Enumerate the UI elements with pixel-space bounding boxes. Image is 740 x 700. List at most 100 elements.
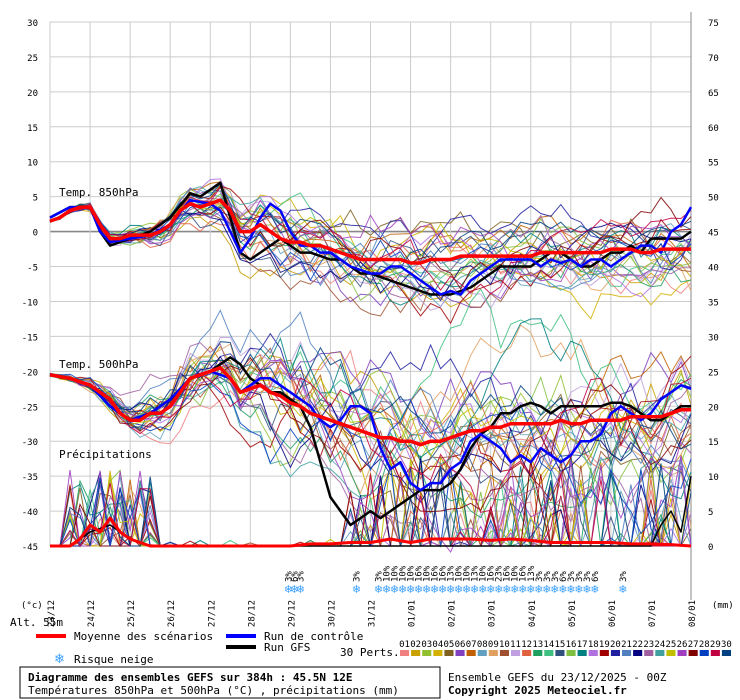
snowflake-icon: ❄	[582, 583, 591, 596]
pert-number: 08	[477, 640, 488, 650]
pert-number: 18	[588, 640, 599, 650]
snow-pct-label: 10%	[399, 565, 409, 582]
gfs-precip-line	[50, 475, 692, 547]
snowflake-icon: ❄	[406, 583, 415, 596]
right-tick-label: 60	[708, 124, 719, 134]
right-tick-label: 0	[708, 543, 713, 553]
snowflake-icon: ❄	[590, 583, 599, 596]
snowflake-icon: ❄	[284, 583, 293, 596]
snowflake-icon: ❄	[54, 652, 65, 667]
left-tick-label: 20	[27, 89, 38, 99]
snow-pct-label: 3%	[543, 571, 553, 582]
member-500-line	[49, 372, 692, 513]
pert-swatch	[422, 650, 432, 656]
legend-perts-label: 30 Perts.	[340, 646, 400, 659]
pert-swatch	[566, 650, 576, 656]
x-tick-label: 29/12	[287, 600, 297, 627]
pert-number: 27	[688, 640, 699, 650]
snow-pct-label: 10%	[423, 565, 433, 582]
pert-number: 29	[710, 640, 721, 650]
snow-pct-label: 10%	[383, 565, 393, 582]
x-axis-labels: 23/12 24/12 25/12 26/12 27/12 28/12 29/12 30/12…	[47, 600, 698, 627]
x-tick-label: 07/01	[648, 600, 658, 627]
member-500-line	[49, 324, 692, 495]
pert-number: 11	[510, 640, 521, 650]
pert-swatch	[622, 650, 632, 656]
snowflake-icon: ❄	[382, 583, 391, 596]
member-850-line	[49, 206, 692, 273]
snowflake-icon: ❄	[454, 583, 463, 596]
pert-swatch	[677, 650, 687, 656]
right-tick-label: 50	[708, 194, 719, 204]
pert-number: 03	[421, 640, 432, 650]
snowflake-icon: ❄	[398, 583, 407, 596]
right-tick-label: 65	[708, 89, 719, 99]
pert-number: 16	[566, 640, 577, 650]
pert-number: 02	[410, 640, 421, 650]
snowflake-icon: ❄	[494, 583, 503, 596]
snow-pct-label: 3%	[551, 571, 561, 582]
copyright: Copyright 2025 Meteociel.fr	[448, 684, 627, 697]
left-axis-unit: (°c)	[21, 601, 43, 611]
mean-850-line	[49, 198, 691, 265]
left-tick-label: 25	[27, 54, 38, 64]
snow-pct-label: 16%	[519, 565, 529, 582]
left-tick-label: -45	[22, 543, 38, 553]
snowflake-icon: ❄	[438, 583, 447, 596]
pert-number: 14	[543, 640, 554, 650]
mean-precip-line	[50, 516, 692, 548]
snow-pct-label: 16%	[415, 565, 425, 582]
pert-swatch	[466, 650, 476, 656]
pert-swatch	[511, 650, 521, 656]
pert-swatch	[721, 650, 731, 656]
right-tick-label: 25	[708, 368, 719, 378]
snow-pct-label: 10%	[407, 565, 417, 582]
x-tick-label: 25/12	[127, 600, 137, 627]
snow-pct-label: 16%	[503, 565, 513, 582]
snow-pct-label: 3%	[352, 571, 362, 582]
pert-swatch	[666, 650, 676, 656]
pert-swatch	[477, 650, 487, 656]
pert-number: 07	[466, 640, 477, 650]
pert-number: 13	[532, 640, 543, 650]
left-tick-label: -25	[22, 403, 38, 413]
snow-pct-label: 10%	[463, 565, 473, 582]
pert-number: 04	[432, 640, 443, 650]
pert-swatch	[599, 650, 609, 656]
pert-swatch	[488, 650, 498, 656]
snowflake-icon: ❄	[534, 583, 543, 596]
x-tick-label: 26/12	[167, 600, 177, 627]
member-850-line	[49, 186, 692, 295]
snow-pct-label: 3%	[296, 571, 306, 582]
snowflake-icon: ❄	[510, 583, 519, 596]
pert-number: 22	[632, 640, 643, 650]
x-tick-label: 27/12	[207, 600, 217, 627]
x-tick-label: 24/12	[87, 600, 97, 627]
chart-title: Diagramme des ensembles GEFS sur 384h : …	[28, 671, 353, 684]
legend: Moyenne des scénarios Run de contrôle Ru…	[36, 630, 400, 667]
left-tick-label: 15	[27, 124, 38, 134]
pert-swatch	[444, 650, 454, 656]
pert-swatch	[400, 650, 410, 656]
right-tick-label: 10	[708, 473, 719, 483]
member-850-line	[49, 203, 692, 271]
gfs-500-line	[49, 356, 691, 527]
snow-pct-label: 16%	[487, 565, 497, 582]
mean-500-line	[49, 366, 691, 447]
left-tick-label: -5	[27, 264, 38, 274]
pert-number: 24	[654, 640, 665, 650]
pert-number: 21	[621, 640, 632, 650]
right-tick-label: 20	[708, 403, 719, 413]
pert-number: 20	[610, 640, 621, 650]
pert-swatch	[555, 650, 565, 656]
left-tick-label: -20	[22, 368, 38, 378]
x-tick-label: 06/01	[608, 600, 618, 627]
snow-pct-label: 16%	[439, 565, 449, 582]
x-tick-label: 05/01	[568, 600, 578, 627]
chart-subtitle: Températures 850hPa et 500hPa (°C) , pré…	[28, 684, 399, 697]
snowflake-icon: ❄	[296, 583, 305, 596]
right-tick-label: 70	[708, 54, 719, 64]
left-tick-label: 5	[33, 194, 38, 204]
left-tick-label: 30	[27, 19, 38, 29]
